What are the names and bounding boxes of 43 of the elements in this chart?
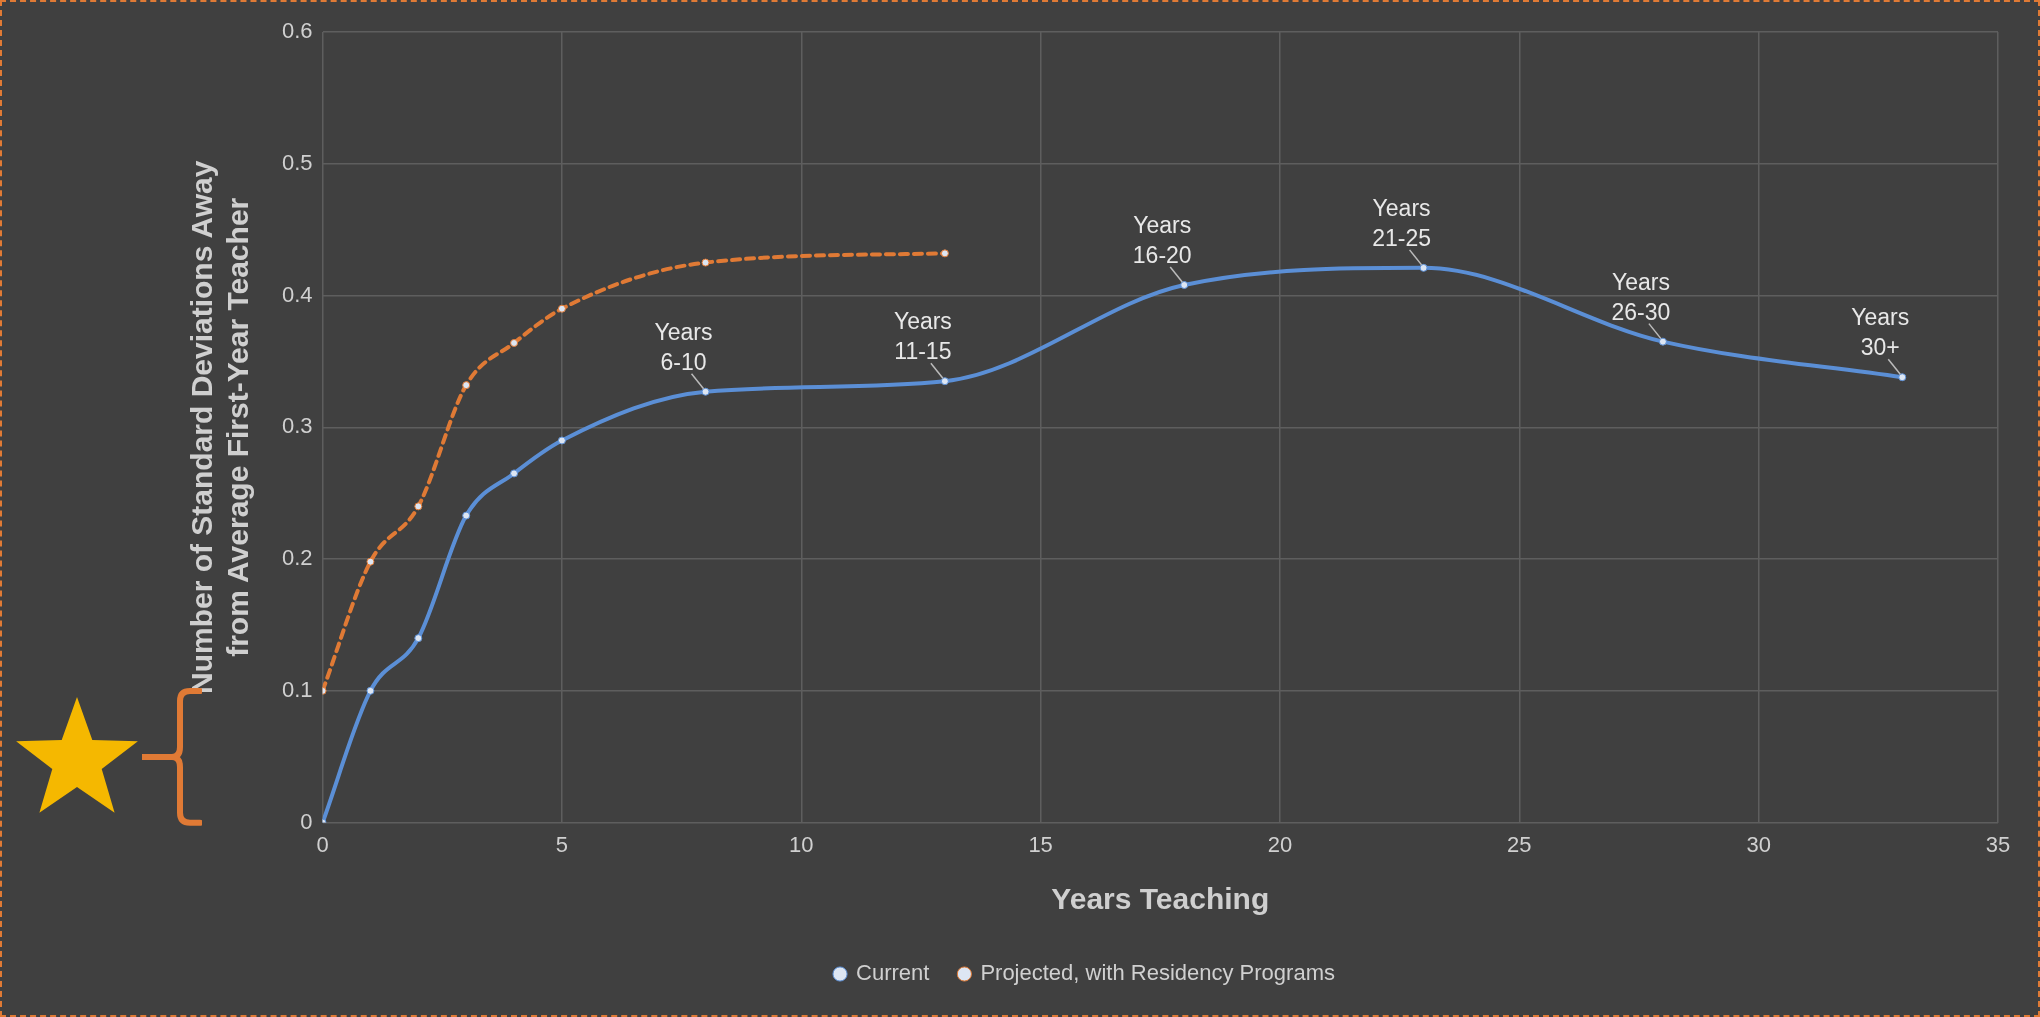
y-axis-title: Number of Standard Deviations Away from Average First-Year Teacher bbox=[185, 160, 255, 695]
point bbox=[510, 469, 519, 478]
x-axis-title: Years Teaching bbox=[1051, 882, 1270, 916]
point bbox=[1419, 263, 1428, 272]
y-tick-label: 0 bbox=[300, 808, 313, 834]
x-tick-label: 25 bbox=[1507, 831, 1532, 857]
y-tick-label: 0.4 bbox=[281, 281, 313, 307]
y-tick-label: 0.5 bbox=[281, 149, 313, 175]
x-tick-label: 35 bbox=[1985, 831, 2011, 857]
x-tick-label: 10 bbox=[789, 831, 814, 857]
point bbox=[462, 511, 471, 520]
x-tick-label: 15 bbox=[1028, 831, 1053, 857]
legend-label: Current bbox=[856, 960, 930, 986]
point bbox=[462, 381, 471, 390]
point bbox=[701, 258, 710, 267]
annotation: Years 11-15 bbox=[893, 308, 952, 365]
point bbox=[940, 249, 949, 258]
point bbox=[557, 304, 566, 313]
point bbox=[1658, 337, 1667, 346]
point bbox=[414, 502, 423, 511]
x-tick-label: 5 bbox=[555, 831, 569, 857]
y-tick-label: 0.6 bbox=[281, 18, 313, 44]
point bbox=[414, 634, 423, 643]
point bbox=[366, 557, 375, 566]
annotation: Years 30+ bbox=[1851, 304, 1910, 361]
point bbox=[1898, 373, 1907, 382]
annotation: Years 16-20 bbox=[1132, 211, 1192, 268]
legend-label: Projected, with Residency Programs bbox=[980, 960, 1335, 986]
point bbox=[510, 338, 519, 347]
x-tick-label: 0 bbox=[316, 831, 329, 857]
point bbox=[557, 436, 566, 445]
annotation: Years 26-30 bbox=[1611, 268, 1671, 325]
annotation: Years 21-25 bbox=[1372, 194, 1431, 251]
y-tick-label: 0.3 bbox=[281, 413, 313, 439]
point bbox=[940, 377, 949, 386]
point bbox=[366, 686, 375, 695]
annotation: Years 6-10 bbox=[654, 318, 713, 375]
point bbox=[1180, 280, 1189, 289]
y-tick-label: 0.2 bbox=[281, 545, 313, 571]
x-tick-label: 30 bbox=[1746, 831, 1771, 857]
y-tick-label: 0.1 bbox=[281, 676, 313, 702]
point bbox=[701, 387, 710, 396]
x-tick-label: 20 bbox=[1267, 831, 1293, 857]
